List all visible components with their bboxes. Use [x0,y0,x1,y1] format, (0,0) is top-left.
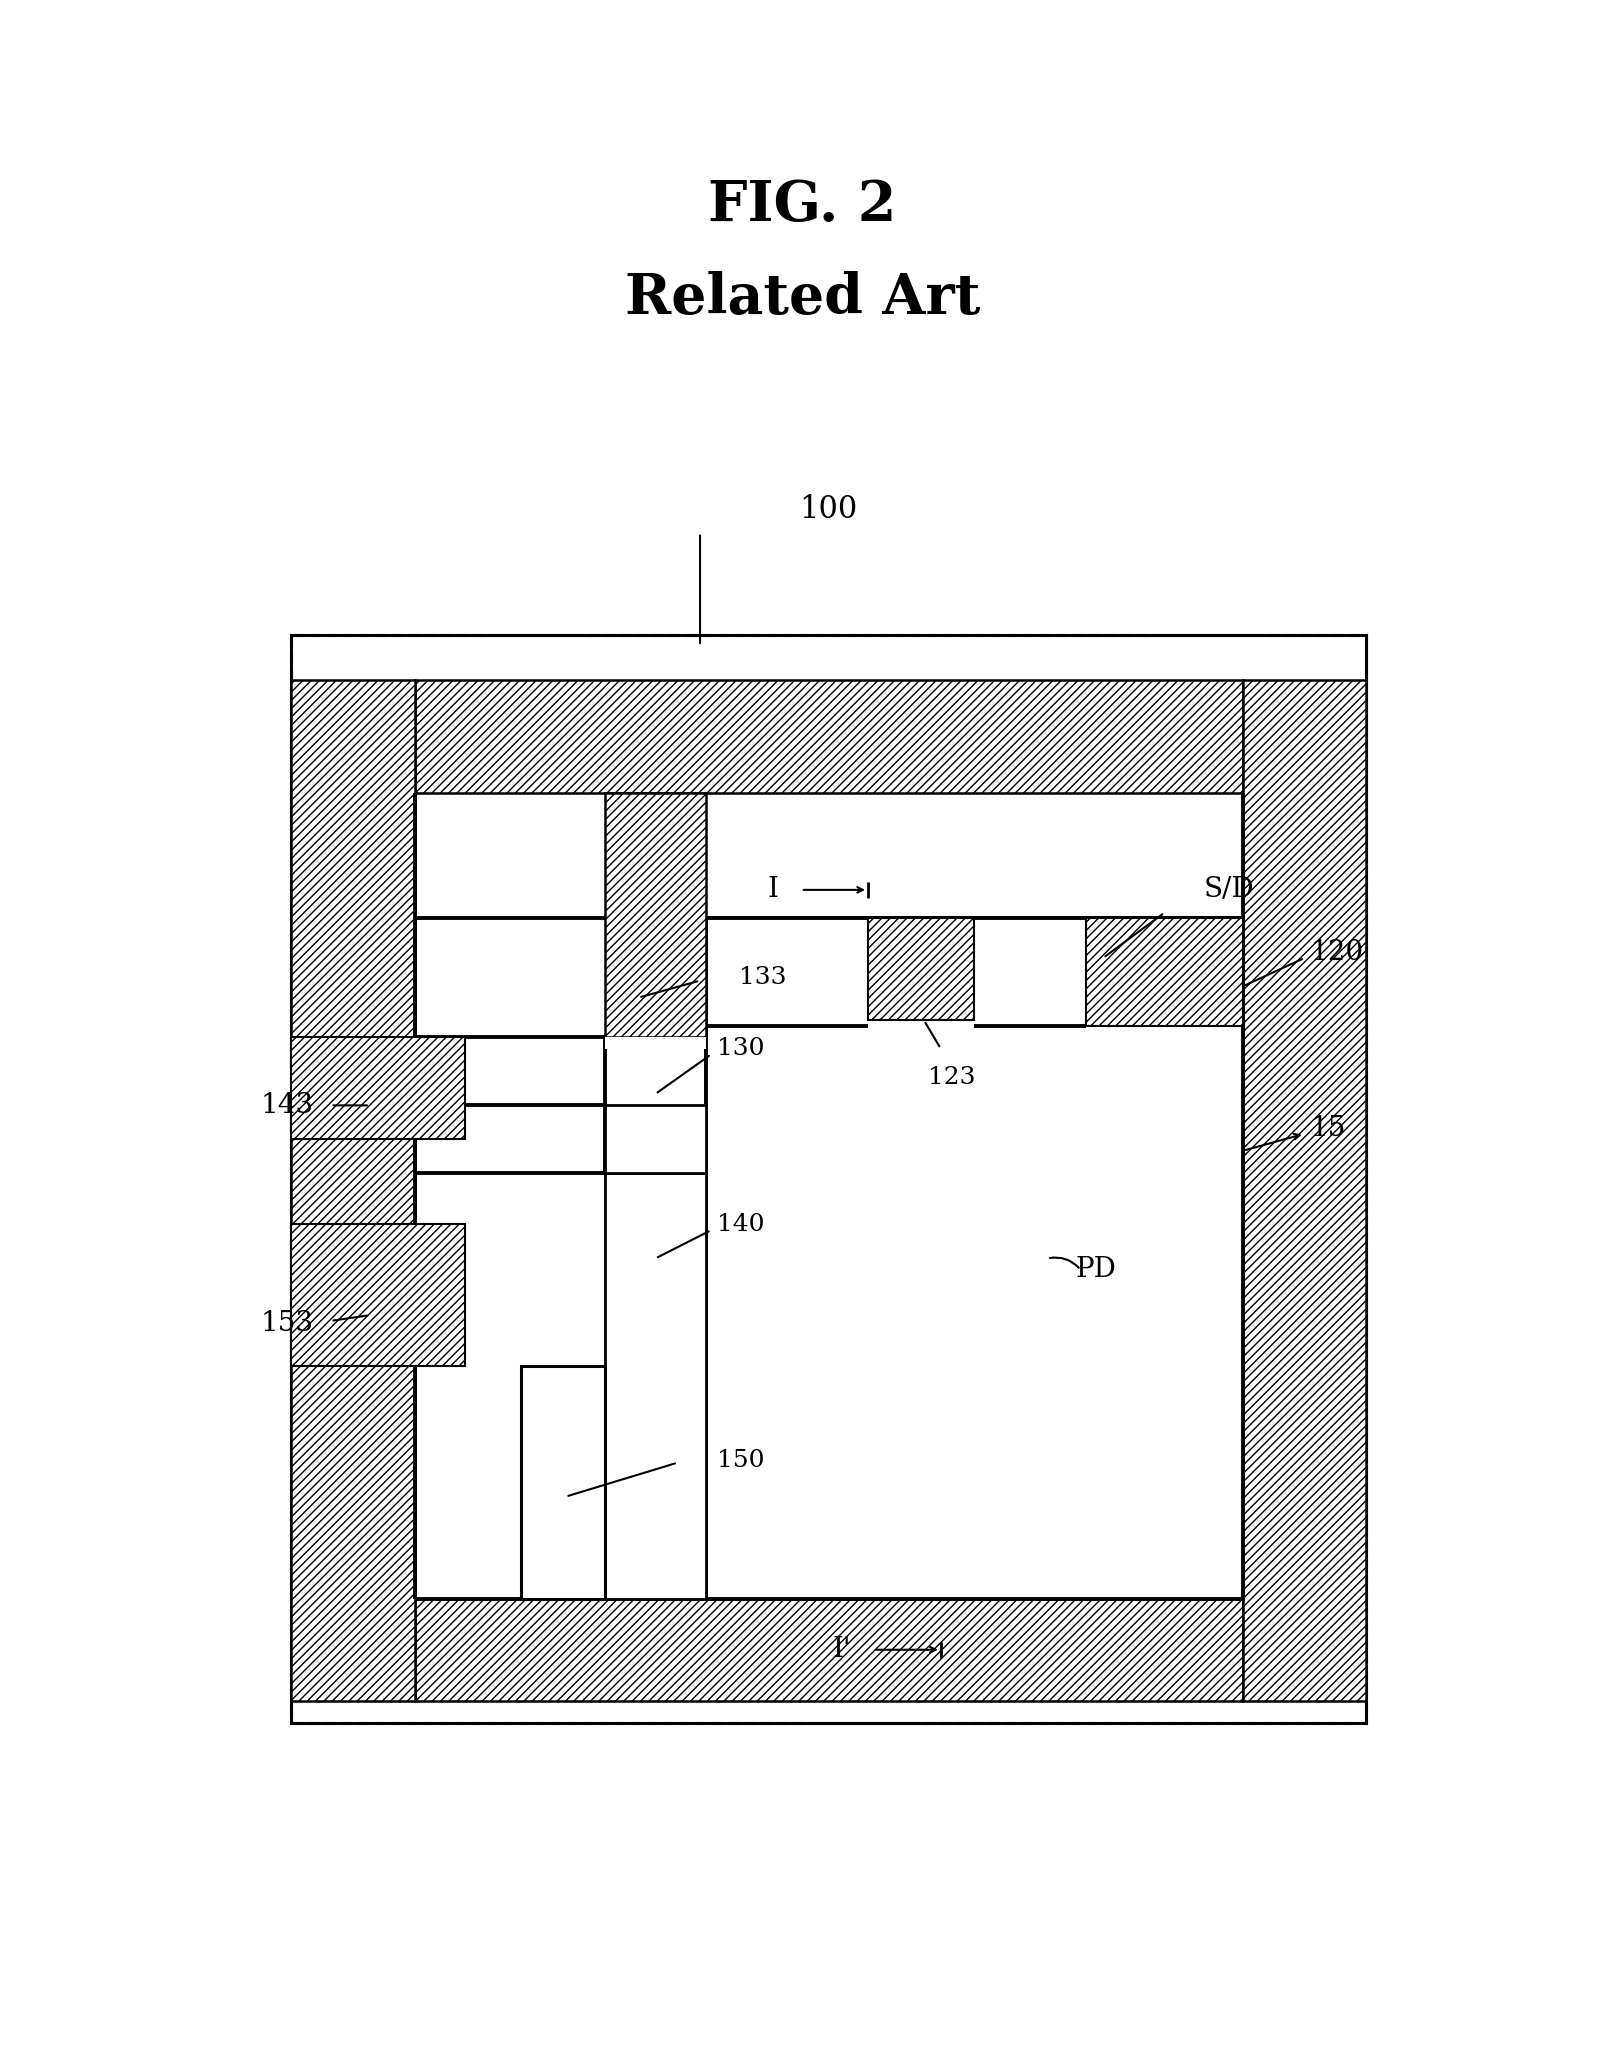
Text: 150: 150 [717,1448,764,1471]
Bar [605,1106,706,1174]
Bar [414,1599,1242,1702]
Bar [292,634,1366,1724]
Bar [868,919,974,1020]
Bar [605,1174,706,1599]
Text: 133: 133 [740,966,786,989]
Bar [292,634,1366,1724]
Text: 120: 120 [1310,939,1363,966]
Bar [292,1224,465,1366]
Text: I: I [767,876,778,904]
Text: PD: PD [1075,1257,1115,1283]
Text: Related Art: Related Art [624,272,981,325]
Bar [1242,680,1366,1702]
Bar [522,1366,605,1599]
Text: S/D: S/D [1204,876,1255,904]
Text: 15: 15 [1310,1114,1345,1141]
Bar [414,680,1242,793]
Bar [605,793,706,1038]
Text: 123: 123 [928,1065,976,1088]
Bar [292,1038,465,1139]
Text: I': I' [833,1636,851,1662]
Text: 130: 130 [717,1036,764,1061]
Text: 100: 100 [799,494,859,525]
Text: 153: 153 [262,1310,315,1337]
Bar [1087,919,1242,1026]
Bar [706,919,1242,1599]
Text: 143: 143 [262,1092,315,1119]
Text: FIG. 2: FIG. 2 [708,179,897,233]
Bar [292,680,414,1702]
Bar [605,1038,706,1049]
Text: 140: 140 [717,1213,764,1236]
